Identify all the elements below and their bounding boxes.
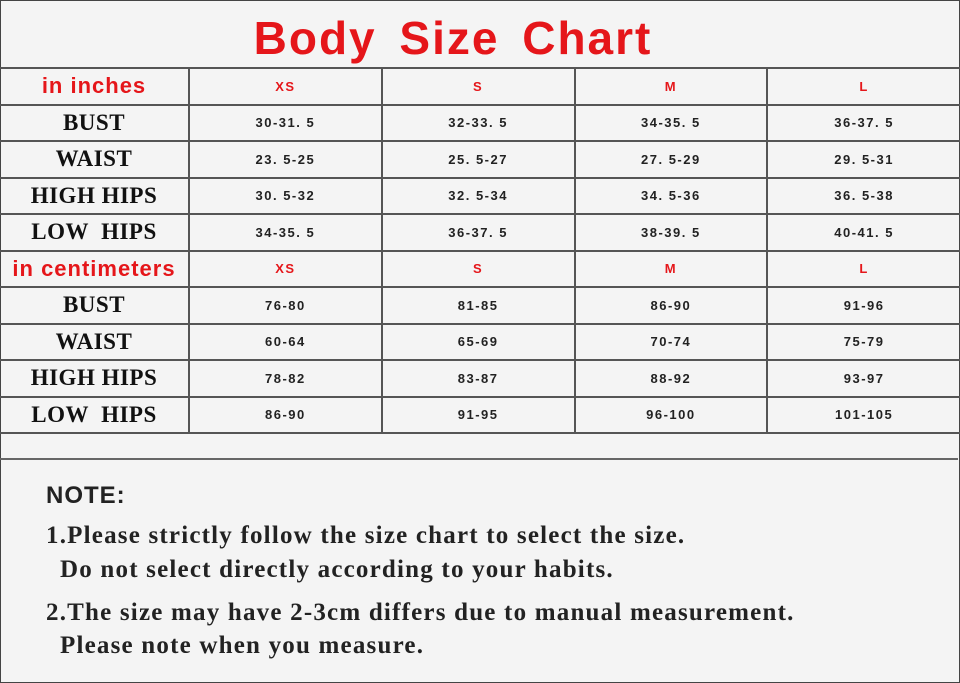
- table-cell: 96-100: [573, 395, 769, 434]
- note-line-4: Please note when you measure.: [60, 632, 425, 659]
- table-cell: 34-35. 5: [573, 103, 769, 142]
- table-cell: 36. 5-38: [766, 176, 960, 215]
- table-cell: 38-39. 5: [573, 213, 769, 252]
- measurement-label: WAIST: [0, 140, 190, 179]
- table-cell: 23. 5-25: [188, 140, 383, 179]
- notes-title: NOTE:: [46, 482, 126, 509]
- table-cell: 27. 5-29: [573, 140, 769, 179]
- table-cell: 93-97: [766, 359, 960, 398]
- table-cell: 36-37. 5: [380, 213, 576, 252]
- table-cell: 32-33. 5: [380, 103, 576, 142]
- centimeters-header-row: in centimeters XS S M L: [0, 249, 960, 288]
- measurement-label: BUST: [0, 286, 190, 325]
- table-cell: 30. 5-32: [188, 176, 383, 215]
- measurement-label: HIGH HIPS: [0, 359, 190, 398]
- table-row: WAIST 23. 5-25 25. 5-27 27. 5-29 29. 5-31: [0, 140, 960, 179]
- centimeters-unit-label: in centimeters: [0, 249, 190, 288]
- table-cell: 91-95: [380, 395, 576, 434]
- measurement-label: HIGH HIPS: [0, 176, 190, 215]
- table-cell: 86-90: [188, 395, 383, 434]
- table-row: WAIST 60-64 65-69 70-74 75-79: [0, 322, 960, 361]
- size-header-m: M: [573, 249, 769, 288]
- table-cell: 60-64: [188, 322, 383, 361]
- measurement-label: LOW HIPS: [0, 213, 190, 252]
- table-cell: 83-87: [380, 359, 576, 398]
- table-cell: 34. 5-36: [573, 176, 769, 215]
- table-cell: 25. 5-27: [380, 140, 576, 179]
- size-table: in inches XS S M L BUST 30-31. 5 32-33. 5 34-35.…: [0, 67, 960, 434]
- table-row: HIGH HIPS 78-82 83-87 88-92 93-97: [0, 359, 960, 398]
- table-row: BUST 76-80 81-85 86-90 91-96: [0, 286, 960, 325]
- size-header-m: M: [573, 67, 769, 106]
- measurement-label: BUST: [0, 103, 190, 142]
- table-cell: 91-96: [766, 286, 960, 325]
- note-line-2: Do not select directly according to your…: [60, 556, 614, 583]
- table-cell: 81-85: [380, 286, 576, 325]
- size-header-s: S: [380, 67, 576, 106]
- table-cell: 65-69: [380, 322, 576, 361]
- table-cell: 32. 5-34: [380, 176, 576, 215]
- size-header-xs: XS: [188, 249, 383, 288]
- size-header-xs: XS: [188, 67, 383, 106]
- note-line-1: 1.Please strictly follow the size chart …: [46, 522, 686, 549]
- table-cell: 70-74: [573, 322, 769, 361]
- table-cell: 76-80: [188, 286, 383, 325]
- table-cell: 34-35. 5: [188, 213, 383, 252]
- measurement-label: WAIST: [0, 322, 190, 361]
- notes-section: NOTE: 1.Please strictly follow the size …: [0, 458, 958, 683]
- table-cell: 30-31. 5: [188, 103, 383, 142]
- note-line-3: 2.The size may have 2-3cm differs due to…: [46, 599, 795, 626]
- table-cell: 75-79: [766, 322, 960, 361]
- inches-unit-label: in inches: [0, 67, 190, 106]
- table-cell: 78-82: [188, 359, 383, 398]
- table-row: BUST 30-31. 5 32-33. 5 34-35. 5 36-37. 5: [0, 103, 960, 142]
- table-cell: 36-37. 5: [766, 103, 960, 142]
- measurement-label: LOW HIPS: [0, 395, 190, 434]
- chart-title: Body Size Chart: [253, 12, 653, 64]
- size-header-l: L: [766, 249, 960, 288]
- table-cell: 88-92: [573, 359, 769, 398]
- table-row: HIGH HIPS 30. 5-32 32. 5-34 34. 5-36 36. 5-3…: [0, 176, 960, 215]
- inches-header-row: in inches XS S M L: [0, 67, 960, 106]
- table-cell: 86-90: [573, 286, 769, 325]
- table-cell: 29. 5-31: [766, 140, 960, 179]
- size-header-s: S: [380, 249, 576, 288]
- size-header-l: L: [766, 67, 960, 106]
- table-cell: 40-41. 5: [766, 213, 960, 252]
- table-row: LOW HIPS 86-90 91-95 96-100 101-105: [0, 395, 960, 434]
- table-row: LOW HIPS 34-35. 5 36-37. 5 38-39. 5 40-41. 5: [0, 213, 960, 252]
- table-cell: 101-105: [766, 395, 960, 434]
